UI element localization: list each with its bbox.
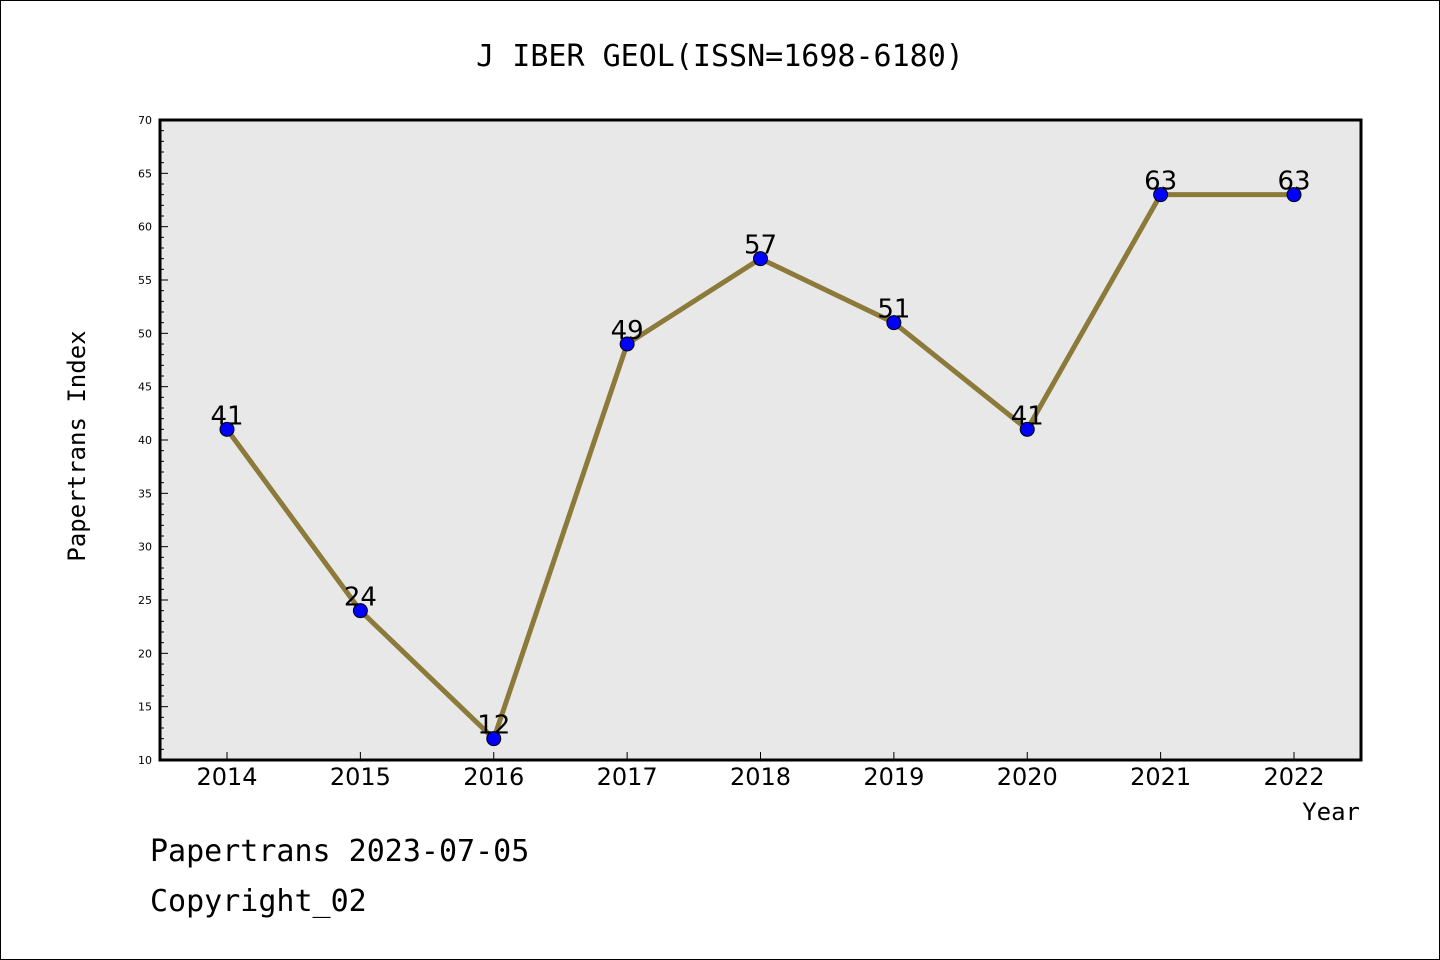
data-labels: 41 24 12 49 57 51 41 63 63 xyxy=(210,167,1310,741)
data-point xyxy=(1153,187,1169,203)
data-label: 57 xyxy=(744,231,777,261)
x-tick-label: 2015 xyxy=(330,763,391,791)
x-tick-label: 2014 xyxy=(196,763,257,791)
footer-date: Papertrans 2023-07-05 xyxy=(150,834,530,869)
y-tick-label: 10 xyxy=(138,754,152,767)
data-point xyxy=(352,603,368,619)
x-tick-label: 2020 xyxy=(997,763,1058,791)
data-label: 41 xyxy=(210,401,243,431)
y-tick-label: 70 xyxy=(138,114,152,127)
plot-area xyxy=(158,118,1363,762)
data-point xyxy=(486,731,502,747)
data-points xyxy=(219,187,1302,747)
data-label: 49 xyxy=(611,316,644,346)
data-label: 24 xyxy=(344,583,377,613)
chart-title: J IBER GEOL(ISSN=1698-6180) xyxy=(476,39,964,74)
y-tick-label: 25 xyxy=(138,594,152,607)
data-point xyxy=(219,421,235,437)
data-label: 41 xyxy=(1011,401,1044,431)
x-axis-label: Year xyxy=(1302,798,1360,826)
y-axis-ticks: 10 15 20 25 30 35 40 45 50 55 60 65 70 xyxy=(138,114,168,767)
data-label: 63 xyxy=(1144,167,1177,197)
x-axis-ticks: 2014 2015 2016 2017 2018 2019 2020 2021 2022 xyxy=(196,752,1325,791)
x-tick-label: 2022 xyxy=(1263,763,1324,791)
data-point xyxy=(753,251,768,267)
y-tick-label: 55 xyxy=(138,274,152,287)
y-tick-label: 15 xyxy=(138,701,152,714)
x-tick-label: 2021 xyxy=(1130,763,1191,791)
data-point xyxy=(886,315,902,331)
y-tick-label: 30 xyxy=(138,541,152,554)
x-tick-label: 2017 xyxy=(597,763,658,791)
x-tick-label: 2018 xyxy=(730,763,791,791)
data-point xyxy=(1019,421,1035,437)
y-tick-label: 40 xyxy=(138,434,152,447)
footer-copyright: Copyright_02 xyxy=(150,884,367,919)
y-axis-label: Papertrans Index xyxy=(63,330,91,561)
data-point xyxy=(619,336,635,352)
x-tick-label: 2016 xyxy=(463,763,524,791)
data-label: 63 xyxy=(1277,167,1310,197)
y-tick-label: 60 xyxy=(138,221,152,234)
y-tick-label: 35 xyxy=(138,487,152,500)
x-tick-label: 2019 xyxy=(863,763,924,791)
y-tick-label: 50 xyxy=(138,327,152,340)
data-label: 12 xyxy=(477,711,510,741)
y-tick-label: 65 xyxy=(138,167,152,180)
data-label: 51 xyxy=(877,295,910,325)
data-point xyxy=(1286,187,1302,203)
y-tick-label: 20 xyxy=(138,647,152,660)
y-tick-label: 45 xyxy=(138,381,152,394)
